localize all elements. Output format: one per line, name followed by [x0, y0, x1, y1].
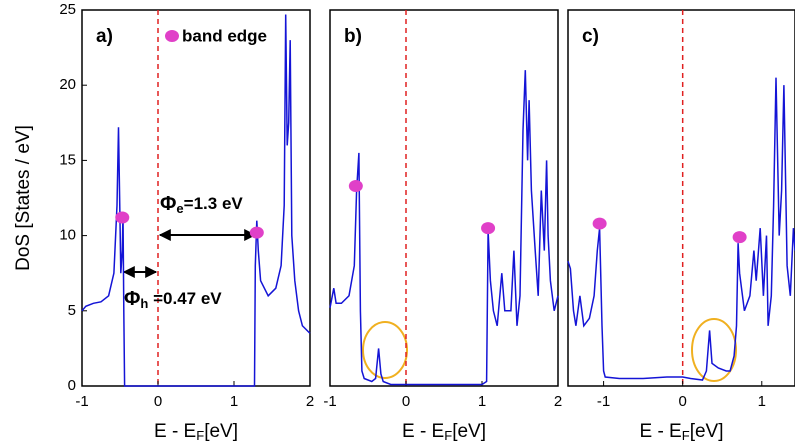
x-tick-label: 1: [758, 393, 766, 410]
annotation-text: =1.3 eV: [184, 194, 244, 213]
dos-line: [329, 70, 559, 386]
x-axis-label-sub: F: [682, 428, 690, 443]
band-edge-marker: [115, 211, 130, 224]
y-tick-label: 0: [68, 377, 76, 394]
highlight-ellipse: [691, 318, 737, 382]
x-tick-label: 0: [679, 393, 687, 410]
x-axis-label-unit: [eV]: [690, 421, 724, 442]
plot-frame: [567, 9, 795, 387]
dos-line: [567, 77, 795, 381]
band-edge-marker: [249, 226, 264, 239]
annotation: Φe=1.3 eV: [160, 193, 243, 216]
annotation-symbol: Φ: [160, 193, 176, 215]
x-tick-label: 0: [154, 393, 162, 410]
x-axis-label-main: E - E: [402, 421, 444, 442]
x-axis-label-unit: [eV]: [452, 421, 486, 442]
x-tick-label: 2: [554, 393, 562, 410]
x-tick-label: 2: [306, 393, 314, 410]
panel-label: a): [96, 26, 113, 47]
x-axis-label-sub: F: [444, 428, 452, 443]
legend-label: band edge: [182, 26, 267, 45]
panel-label: b): [344, 26, 362, 47]
band-edge-marker: [481, 222, 496, 235]
band-edge-marker: [592, 217, 607, 230]
y-tick-label: 10: [59, 227, 76, 244]
dos-line: [81, 14, 311, 387]
annotation-sub: e: [176, 201, 183, 216]
x-axis-label-unit: [eV]: [204, 421, 238, 442]
x-tick-label: -1: [597, 393, 610, 410]
x-tick-label: 0: [402, 393, 410, 410]
highlight-ellipse: [362, 321, 408, 379]
plot-frame: [329, 9, 559, 387]
x-axis-label-sub: F: [196, 428, 204, 443]
annotation-symbol: Φ: [124, 288, 140, 310]
band-edge-marker: [732, 231, 747, 244]
y-tick-label: 25: [59, 1, 76, 18]
x-tick-label: 1: [230, 393, 238, 410]
x-tick-label: -1: [323, 393, 336, 410]
panel-label: c): [582, 26, 599, 47]
y-tick-label: 5: [68, 302, 76, 319]
x-axis-label: E - EF[eV]: [640, 421, 724, 443]
legend-marker: [165, 30, 179, 42]
annotation-sub: h: [140, 296, 148, 311]
x-axis-label: E - EF[eV]: [402, 421, 486, 443]
band-edge-marker: [348, 179, 363, 192]
y-axis-label: DoS [States / eV]: [13, 125, 34, 271]
x-axis-label-main: E - E: [154, 421, 196, 442]
x-tick-label: 1: [478, 393, 486, 410]
x-axis-label-main: E - E: [640, 421, 682, 442]
annotation-text: =0.47 eV: [148, 289, 222, 308]
x-tick-label: -1: [75, 393, 88, 410]
y-tick-label: 15: [59, 151, 76, 168]
y-tick-label: 20: [59, 76, 76, 93]
x-axis-label: E - EF[eV]: [154, 421, 238, 443]
annotation: Φh =0.47 eV: [124, 288, 222, 311]
